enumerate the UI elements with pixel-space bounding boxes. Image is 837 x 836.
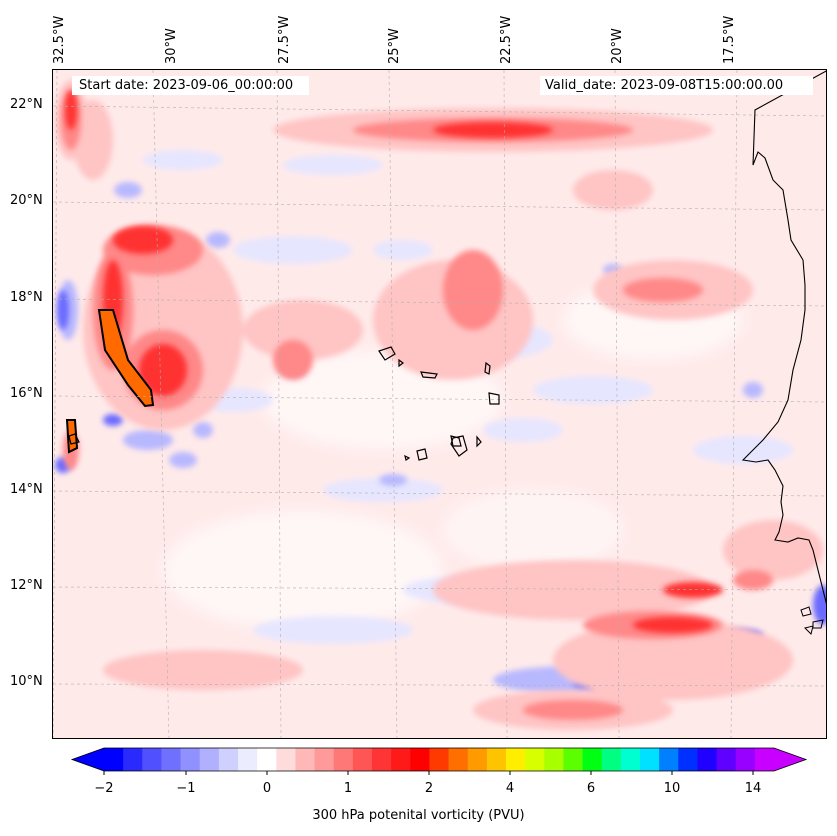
map-panel: [52, 69, 827, 739]
colorbar-segment: [678, 748, 698, 771]
colorbar-segment: [391, 748, 411, 771]
start-date-label: Start date: 2023-09-06_00:00:00: [72, 76, 309, 95]
colorbar-segment: [525, 748, 545, 771]
colorbar-segment: [620, 748, 641, 771]
colorbar-tick-6: 6: [586, 781, 596, 796]
colorbar-label: 300 hPa potenital vorticity (PVU): [312, 808, 525, 823]
colorbar-segment: [582, 748, 603, 771]
colorbar-segment: [352, 748, 373, 771]
colorbar-segment: [276, 748, 296, 771]
lon-label-22-5w: 22.5°W: [499, 15, 514, 64]
colorbar-segment: [448, 748, 469, 771]
colorbar-segment: [199, 748, 220, 771]
lon-label-20w: 20°W: [610, 28, 625, 64]
colorbar-segment: [180, 748, 201, 771]
colorbar-extend-high: [774, 748, 806, 771]
lon-label-32-5w: 32.5°W: [52, 15, 67, 64]
colorbar-segment: [295, 748, 316, 771]
colorbar-segment: [257, 748, 277, 771]
colorbar-segment: [735, 748, 756, 771]
colorbar-tick-0: 0: [262, 781, 272, 796]
lon-label-25w: 25°W: [387, 28, 402, 64]
pv-positive-strong: [65, 90, 723, 633]
colorbar-segment: [563, 748, 584, 771]
cape-verde-islands: [68, 346, 500, 461]
colorbar: [70, 747, 808, 775]
colorbar-segment: [333, 748, 354, 771]
colorbar-segment: [754, 748, 775, 771]
colorbar-segment: [314, 748, 335, 771]
colorbar-segment: [410, 748, 430, 771]
colorbar-segment: [716, 748, 737, 771]
colorbar-extend-low: [72, 748, 104, 771]
colorbar-segment: [142, 748, 162, 771]
colorbar-segment: [372, 748, 392, 771]
pv-high-filament: [65, 309, 155, 454]
colorbar-tick-4: 4: [505, 781, 515, 796]
colorbar-tick-1: 1: [343, 781, 353, 796]
lon-label-27-5w: 27.5°W: [277, 15, 292, 64]
colorbar-segment: [659, 748, 679, 771]
lat-label-20n: 20°N: [10, 193, 43, 208]
colorbar-segment: [486, 748, 507, 771]
lat-label-16n: 16°N: [10, 386, 43, 401]
guinea-bissau-islands: [800, 606, 824, 635]
graticule: [53, 70, 826, 738]
lat-label-22n: 22°N: [10, 97, 43, 112]
colorbar-segment: [697, 748, 718, 771]
colorbar-segment: [544, 748, 564, 771]
lon-label-30w: 30°W: [164, 28, 179, 64]
colorbar-segment: [238, 748, 258, 771]
pv-map: [53, 70, 826, 738]
lat-label-14n: 14°N: [10, 482, 43, 497]
colorbar-tick-neg1: −1: [176, 781, 196, 796]
valid-date-label: Valid_date: 2023-09-08T15:00:00.00: [540, 76, 813, 95]
colorbar-tick-2: 2: [424, 781, 434, 796]
colorbar-tick-10: 10: [663, 781, 681, 796]
colorbar-segment: [640, 748, 660, 771]
colorbar-tick-neg2: −2: [94, 781, 114, 796]
colorbar-segment: [467, 748, 488, 771]
colorbar-segment: [601, 748, 622, 771]
colorbar-segment: [506, 748, 526, 771]
lat-label-12n: 12°N: [10, 578, 43, 593]
lat-label-10n: 10°N: [10, 674, 43, 689]
colorbar-tick-14: 14: [744, 781, 762, 796]
colorbar-segment: [218, 748, 239, 771]
colorbar-segment: [123, 748, 143, 771]
lon-label-17-5w: 17.5°W: [722, 15, 737, 64]
colorbar-segment: [429, 748, 450, 771]
colorbar-segment: [161, 748, 182, 771]
african-coastline: [741, 70, 826, 605]
colorbar-segment: [104, 748, 124, 771]
lat-label-18n: 18°N: [10, 290, 43, 305]
